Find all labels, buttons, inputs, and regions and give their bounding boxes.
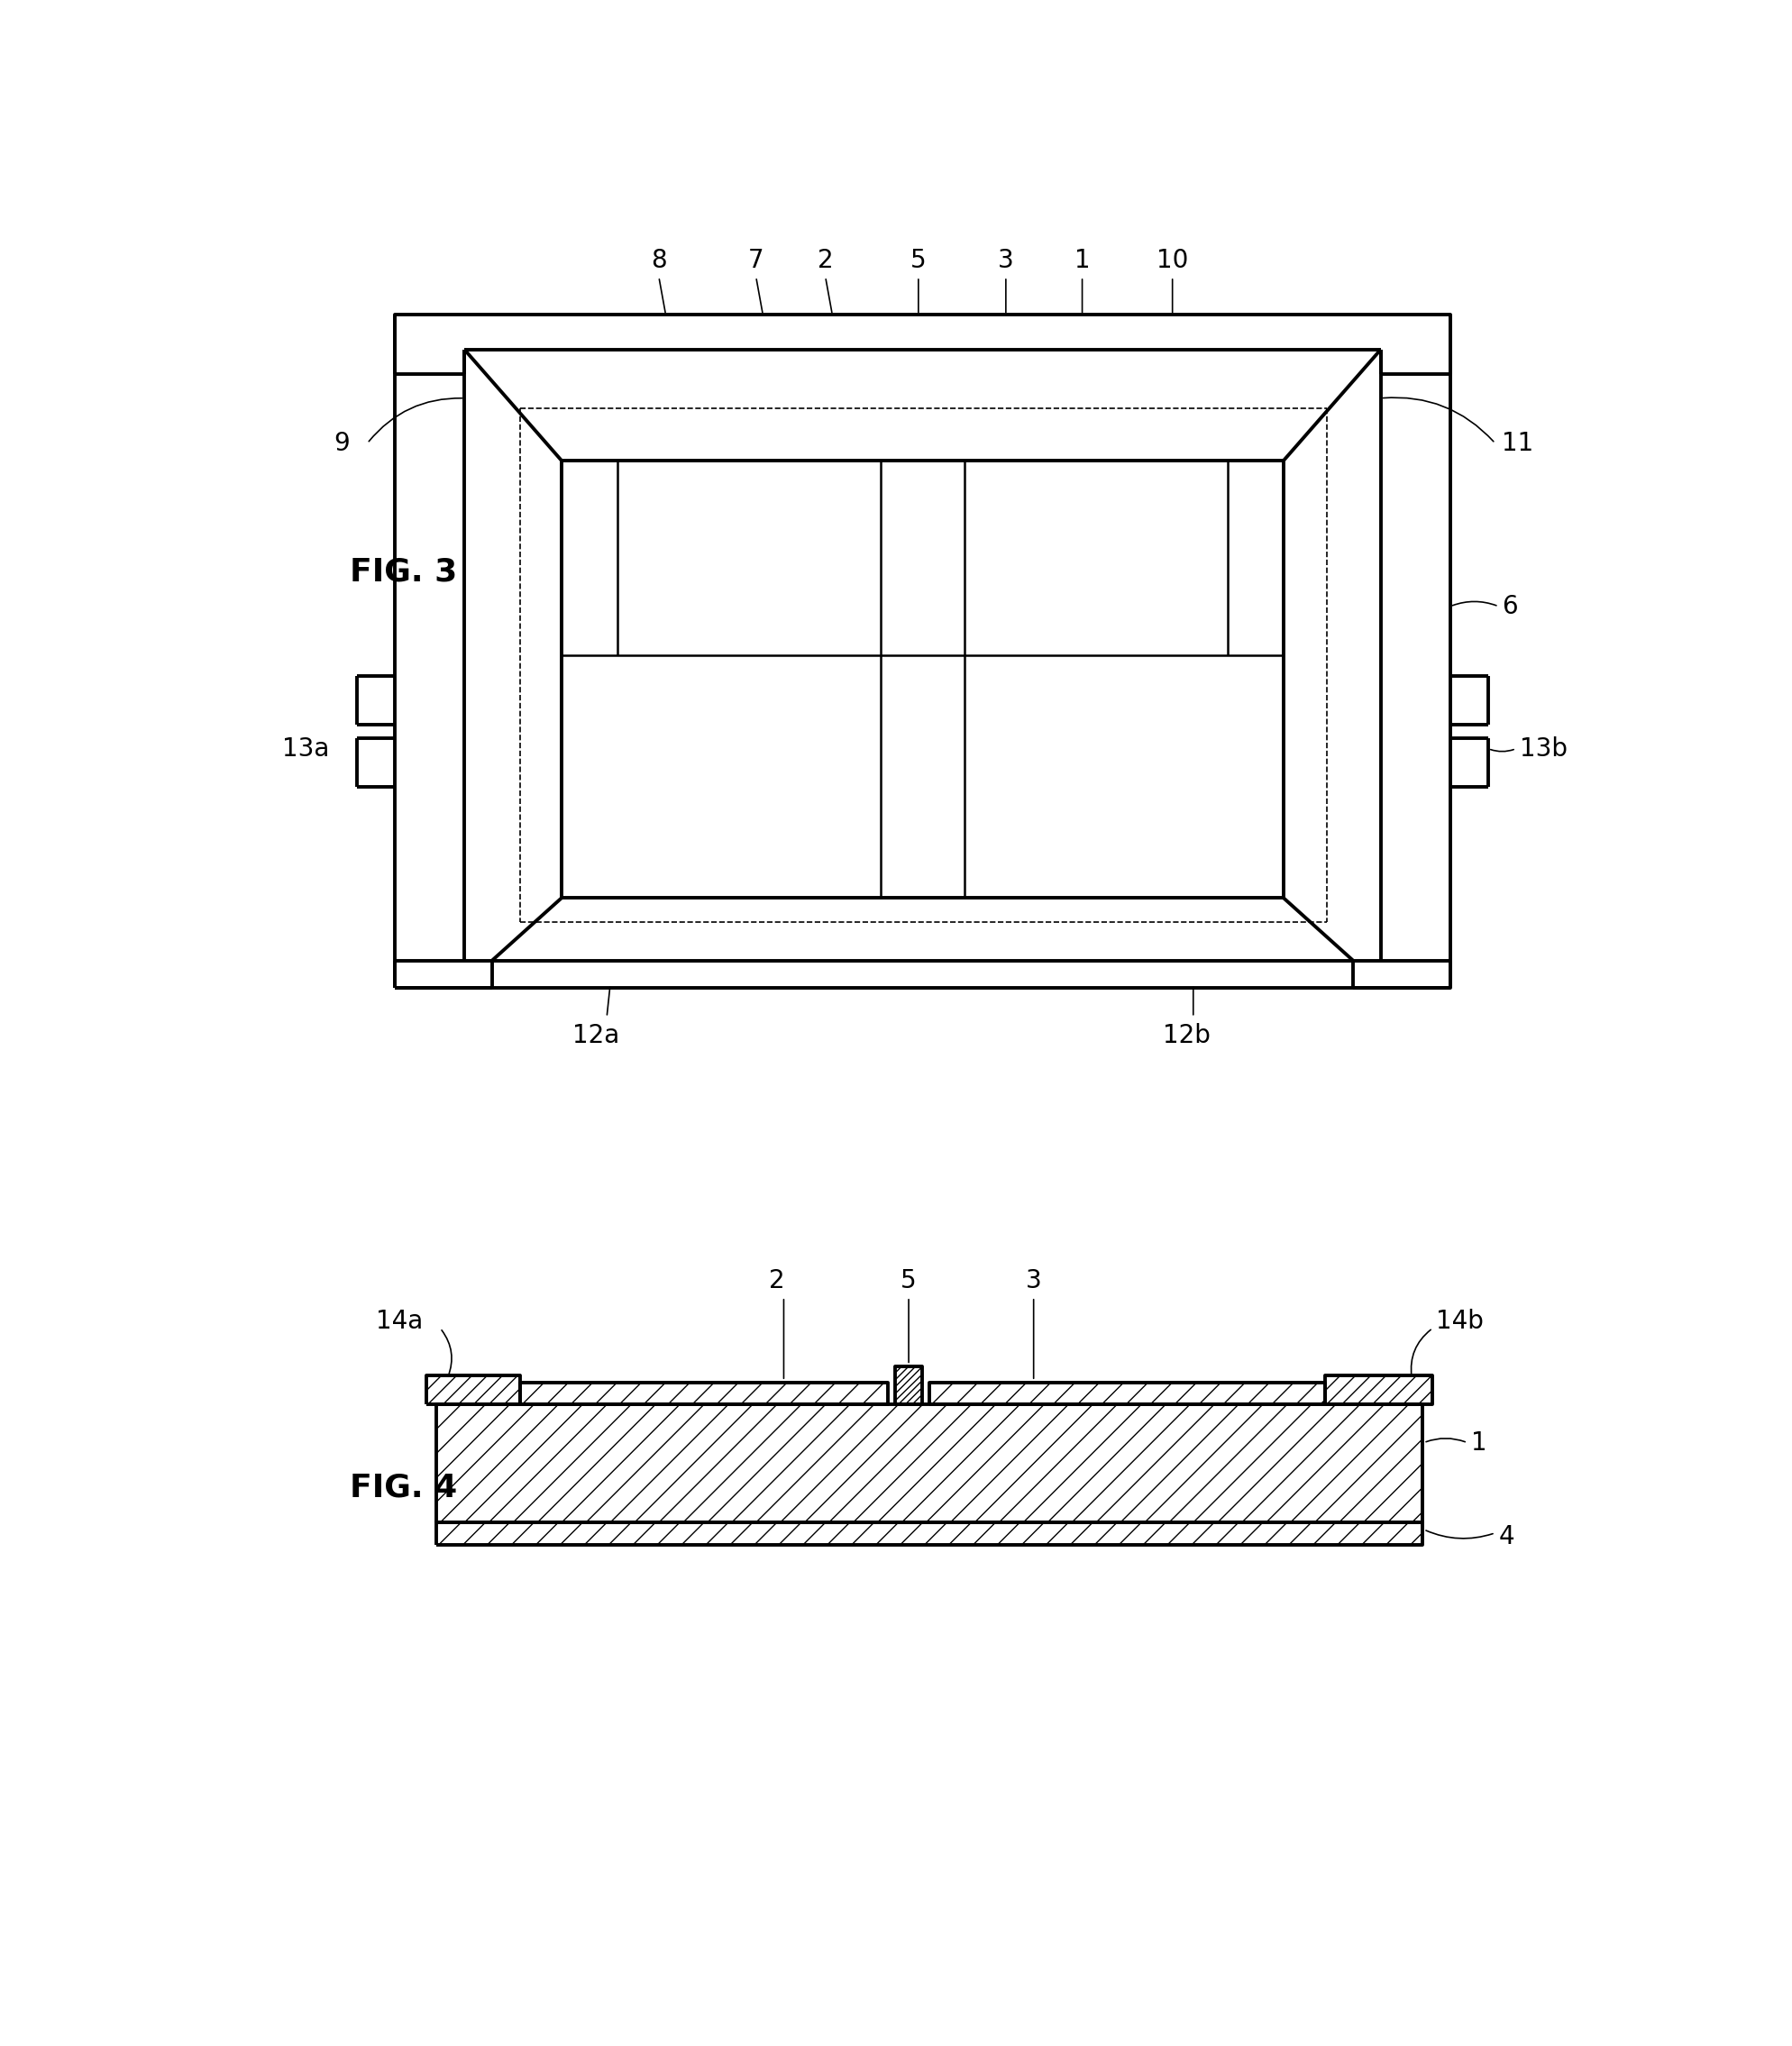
Text: 13a: 13a: [281, 737, 330, 761]
Text: 5: 5: [910, 248, 926, 274]
Text: 10: 10: [1156, 248, 1188, 274]
Text: 12b: 12b: [1163, 1023, 1210, 1048]
Text: 4: 4: [1498, 1524, 1514, 1549]
Text: 2: 2: [769, 1269, 785, 1293]
Text: 2: 2: [817, 248, 833, 274]
Text: 5: 5: [901, 1269, 918, 1293]
Text: 9: 9: [333, 432, 349, 456]
Text: 14a: 14a: [376, 1309, 423, 1334]
Text: 7: 7: [747, 248, 763, 274]
Text: 1: 1: [1073, 248, 1090, 274]
Text: 13b: 13b: [1520, 737, 1568, 761]
Text: 12a: 12a: [573, 1023, 620, 1048]
Text: 14b: 14b: [1435, 1309, 1484, 1334]
Text: 6: 6: [1502, 593, 1518, 620]
Text: FIG. 3: FIG. 3: [349, 557, 457, 587]
Text: 3: 3: [1025, 1269, 1041, 1293]
Text: 1: 1: [1471, 1430, 1487, 1455]
Text: 3: 3: [998, 248, 1014, 274]
Text: 11: 11: [1502, 432, 1534, 456]
Text: 8: 8: [650, 248, 667, 274]
Text: FIG. 4: FIG. 4: [349, 1473, 457, 1504]
